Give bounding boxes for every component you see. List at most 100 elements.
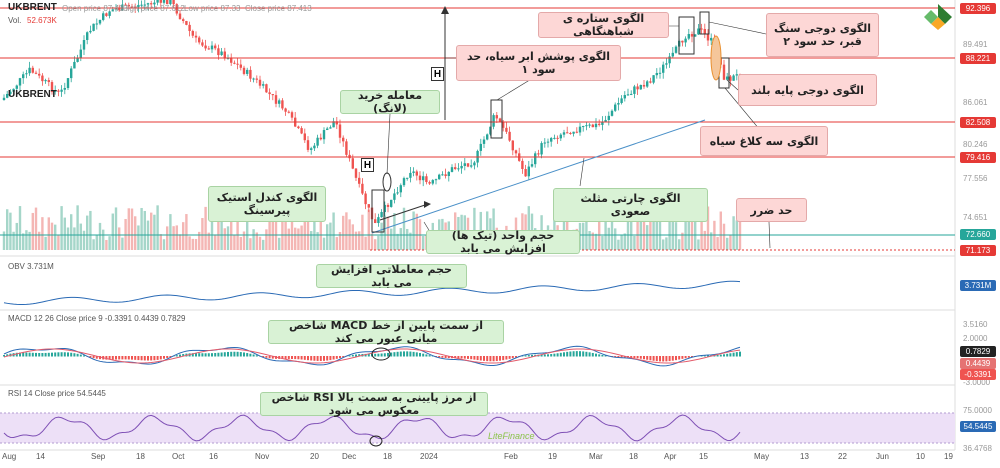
volume-bar: [182, 222, 185, 250]
rsi-line: [3, 414, 741, 442]
candle-body: [194, 35, 198, 38]
macd-bar: [294, 356, 297, 360]
macd-bar: [716, 355, 719, 357]
macd-bar: [284, 356, 287, 359]
candle-body: [268, 92, 271, 95]
volume-bar: [646, 225, 649, 250]
volume-bar: [332, 212, 335, 250]
candle-body: [239, 64, 242, 68]
price-tag-72: 72.660: [960, 229, 996, 240]
three-crows-callout: الگوی سه کلاغ سیاه: [700, 126, 828, 156]
volume-bar: [358, 231, 361, 250]
tick-volume-callout: حجم واحد (تیک ها) افزایش می یابد: [426, 229, 580, 255]
volume-bar: [63, 217, 66, 250]
candle-body: [540, 143, 543, 155]
candle-body: [79, 49, 82, 58]
macd-bar: [124, 356, 127, 360]
candle-body: [329, 127, 332, 129]
macd-bar: [729, 353, 732, 357]
rsi-tick: 36.4768: [963, 444, 992, 453]
volume-bar: [604, 209, 607, 250]
price-tag-92: 92.396: [960, 3, 996, 14]
candle-body: [297, 126, 300, 129]
macd-bar: [134, 356, 137, 360]
candle-body: [262, 84, 265, 86]
h-marker-2[interactable]: H: [361, 158, 374, 172]
candle-body: [450, 167, 454, 172]
macd-bar: [556, 353, 559, 357]
macd-bar: [473, 356, 476, 360]
candle-body: [281, 100, 284, 109]
volume-bar: [671, 208, 674, 250]
volume-bar: [236, 207, 239, 250]
volume-bar: [252, 229, 255, 250]
candle-body: [249, 69, 252, 79]
macd-bar: [111, 356, 114, 360]
candle-body: [534, 153, 537, 165]
macd-bar: [572, 351, 575, 357]
candle-body: [431, 180, 434, 184]
volume-bar: [729, 234, 732, 250]
candle-body: [380, 212, 383, 218]
candle-body: [60, 89, 63, 92]
macd-bar: [230, 351, 233, 357]
price-tick: 77.556: [963, 174, 988, 183]
macd-bar: [108, 356, 111, 360]
macd-bar: [211, 353, 213, 357]
volume-bar: [591, 232, 594, 250]
candle-body: [313, 145, 316, 149]
macd-bar: [31, 352, 34, 357]
candle-body: [527, 166, 530, 177]
candle-body: [658, 72, 662, 74]
rsi-reverse-callout: شاخص RSI از مرز پایینی به سمت بالا معکوس…: [260, 391, 488, 417]
macd-bar: [575, 351, 578, 357]
macd-bar: [204, 353, 207, 357]
macd-bar: [83, 355, 85, 357]
h-marker-1[interactable]: H: [431, 67, 444, 81]
macd-bar: [614, 356, 617, 358]
volume-bar: [607, 227, 610, 250]
rsi-label: RSI 14 Close price 54.5445: [8, 389, 106, 398]
candle-body: [422, 176, 425, 181]
candle-body: [396, 192, 399, 194]
macd-bar: [652, 356, 655, 361]
candle-body: [198, 37, 201, 43]
volume-bar: [18, 206, 22, 250]
macd-bar: [719, 354, 722, 357]
volume-bar: [383, 215, 386, 250]
volume-bar: [639, 207, 642, 250]
candle-body: [412, 171, 415, 173]
candle-body: [543, 142, 546, 144]
candle-body: [575, 131, 578, 133]
volume-bar: [636, 209, 639, 250]
time-tick: Feb: [504, 452, 518, 461]
volume-bar: [710, 232, 713, 250]
macd-bar: [454, 356, 457, 359]
macd-bar: [159, 356, 162, 360]
tombstone-doji-callout: الگوی دوجی سنگ قبر، حد سود ۲: [766, 13, 879, 57]
volume-bar: [738, 208, 742, 250]
macd-bar: [214, 352, 217, 357]
candle-body: [559, 134, 562, 139]
macd-bar: [636, 356, 639, 359]
candle-body: [220, 51, 223, 56]
candle-body: [108, 11, 111, 16]
volume-bar: [361, 214, 364, 250]
macd-bar: [198, 353, 201, 357]
volume-bar: [284, 215, 287, 250]
candle-body: [646, 81, 649, 87]
time-tick: 18: [629, 452, 638, 461]
macd-bar: [329, 356, 332, 361]
macd-bar: [540, 354, 543, 357]
candle-body: [63, 88, 66, 90]
volume-bar: [114, 207, 118, 250]
candle-body: [188, 24, 191, 32]
macd-bar: [326, 356, 329, 361]
high-price: High price 87.612: [122, 4, 185, 13]
macd-bar: [659, 356, 661, 362]
volume-bar: [422, 235, 425, 250]
obv-line: [3, 280, 741, 306]
volume-bar: [102, 229, 105, 250]
volume-bar: [175, 225, 178, 250]
macd-bar: [457, 356, 460, 359]
